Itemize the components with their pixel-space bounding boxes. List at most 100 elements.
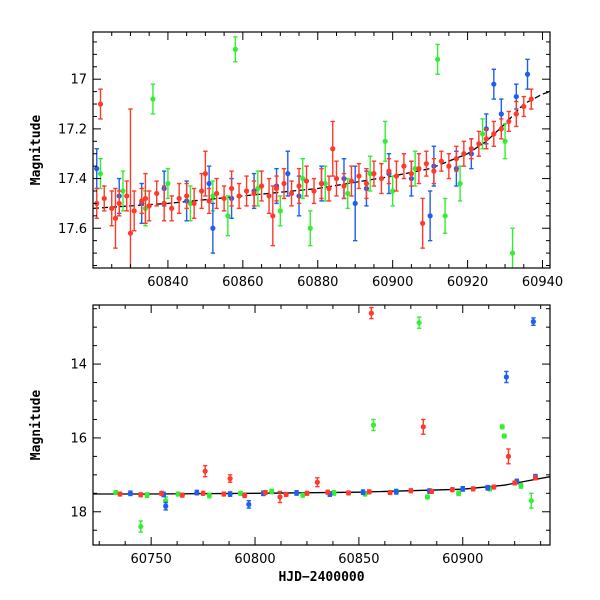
data-point-red bbox=[491, 484, 497, 490]
data-point-green bbox=[232, 46, 238, 52]
y-tick-label: 14 bbox=[70, 358, 87, 373]
data-point-red bbox=[366, 489, 372, 495]
data-point-blue bbox=[227, 491, 233, 497]
data-point-green bbox=[390, 188, 396, 194]
data-point-red bbox=[127, 230, 134, 236]
y-tick-label: 17.6 bbox=[58, 222, 87, 237]
x-tick-label: 60920 bbox=[447, 275, 488, 290]
data-point-green bbox=[501, 433, 507, 439]
x-tick-label: 60800 bbox=[234, 552, 275, 567]
data-point-blue bbox=[530, 319, 536, 325]
data-point-green bbox=[442, 213, 448, 219]
plot-area bbox=[93, 36, 550, 268]
data-point-red bbox=[491, 131, 497, 137]
data-point-red bbox=[371, 171, 377, 177]
data-point-red bbox=[453, 156, 459, 162]
data-point-red bbox=[243, 188, 250, 194]
data-point-blue bbox=[524, 71, 531, 77]
data-point-red bbox=[191, 200, 197, 207]
data-point-red bbox=[228, 185, 235, 192]
data-point-blue bbox=[498, 111, 504, 117]
data-point-red bbox=[348, 178, 355, 184]
x-tick-label: 60850 bbox=[338, 552, 379, 567]
data-point-green bbox=[382, 138, 388, 144]
data-point-red bbox=[262, 489, 269, 496]
data-point-red bbox=[420, 424, 426, 430]
data-point-red bbox=[393, 173, 400, 179]
data-point-red bbox=[333, 175, 340, 182]
y-tick-label: 16 bbox=[70, 431, 87, 446]
data-point-green bbox=[502, 138, 508, 144]
data-point-red bbox=[341, 183, 347, 189]
data-point-red bbox=[258, 183, 265, 189]
data-point-green bbox=[499, 424, 505, 430]
model-curve-line bbox=[93, 476, 550, 495]
x-tick-label: 60880 bbox=[297, 275, 338, 290]
data-point-red bbox=[97, 101, 104, 107]
x-tick-label: 60860 bbox=[222, 275, 263, 290]
data-point-red bbox=[368, 310, 374, 316]
data-point-red bbox=[161, 200, 167, 207]
data-point-blue bbox=[427, 213, 433, 219]
data-point-red bbox=[158, 490, 165, 496]
data-point-blue bbox=[352, 200, 358, 207]
data-point-red bbox=[532, 475, 539, 481]
data-point-blue bbox=[393, 489, 399, 495]
data-point-red bbox=[288, 190, 295, 197]
data-point-red bbox=[109, 205, 115, 211]
data-point-green bbox=[416, 320, 422, 326]
data-point-blue bbox=[285, 171, 291, 177]
data-point-blue bbox=[210, 225, 216, 231]
data-point-red bbox=[101, 195, 107, 202]
data-point-red bbox=[461, 151, 467, 157]
data-point-red bbox=[124, 193, 130, 199]
data-point-red bbox=[214, 190, 220, 197]
data-point-red bbox=[206, 198, 212, 204]
data-point-green bbox=[370, 422, 377, 428]
data-point-red bbox=[468, 146, 474, 152]
data-point-green bbox=[113, 489, 119, 496]
data-point-red bbox=[378, 175, 385, 182]
data-point-red bbox=[387, 489, 393, 496]
x-tick-label: 60750 bbox=[130, 552, 171, 567]
data-point-red bbox=[408, 171, 415, 177]
data-point-red bbox=[283, 491, 289, 498]
data-point-green bbox=[479, 131, 486, 137]
x-tick-label: 60900 bbox=[372, 275, 413, 290]
data-point-green bbox=[150, 96, 156, 102]
data-point-green bbox=[255, 185, 261, 192]
data-point-green bbox=[424, 494, 431, 500]
data-point-blue bbox=[194, 489, 200, 496]
data-point-red bbox=[304, 490, 310, 496]
data-point-red bbox=[236, 193, 242, 199]
data-point-red bbox=[112, 215, 119, 221]
data-point-green bbox=[518, 483, 524, 489]
data-point-green bbox=[331, 490, 337, 496]
data-point-green bbox=[528, 498, 534, 504]
data-point-red bbox=[273, 185, 280, 192]
data-point-green bbox=[225, 213, 231, 219]
data-point-blue bbox=[246, 501, 252, 507]
data-point-red bbox=[117, 491, 123, 497]
data-point-red bbox=[179, 492, 185, 498]
data-point-red bbox=[416, 166, 422, 172]
data-point-red bbox=[270, 213, 276, 219]
data-point-red bbox=[202, 468, 208, 474]
y-tick-label: 17 bbox=[70, 73, 87, 88]
y-tick-label: 17.4 bbox=[58, 172, 87, 187]
plot-frame bbox=[92, 31, 551, 269]
data-point-red bbox=[202, 171, 208, 177]
series-red bbox=[94, 88, 534, 268]
data-point-blue bbox=[94, 166, 100, 172]
data-point-blue bbox=[293, 490, 300, 496]
data-point-green bbox=[269, 488, 275, 495]
data-point-red bbox=[139, 198, 145, 204]
data-point-red bbox=[176, 195, 182, 202]
data-point-red bbox=[221, 491, 227, 497]
top-panel-zoomed-light-curve: 60840 60860 60880 60900 60920 60940 17 17.2 17.4… bbox=[29, 31, 563, 290]
data-point-green bbox=[210, 193, 216, 199]
data-point-red bbox=[296, 183, 302, 189]
data-point-blue bbox=[163, 503, 169, 509]
data-point-green bbox=[307, 225, 313, 231]
